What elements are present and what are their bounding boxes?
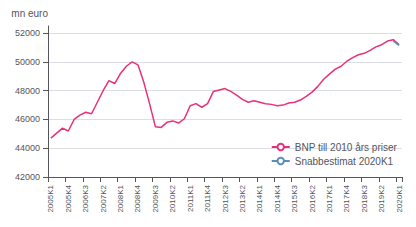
svg-text:44000: 44000 [15, 143, 40, 153]
svg-text:50000: 50000 [15, 57, 40, 67]
svg-text:2017K4: 2017K4 [342, 184, 351, 212]
svg-text:2007K2: 2007K2 [99, 184, 108, 212]
svg-text:52000: 52000 [15, 28, 40, 38]
svg-text:2017K1: 2017K1 [325, 184, 334, 212]
svg-text:2018K3: 2018K3 [360, 184, 369, 212]
svg-text:2014K1: 2014K1 [255, 184, 264, 212]
svg-text:2015K3: 2015K3 [290, 184, 299, 212]
svg-text:Snabbestimat 2020K1: Snabbestimat 2020K1 [295, 156, 394, 167]
svg-text:2012K3: 2012K3 [221, 184, 230, 212]
svg-text:2019K2: 2019K2 [377, 184, 386, 212]
svg-text:2005K4: 2005K4 [64, 184, 73, 212]
svg-text:2013K2: 2013K2 [238, 184, 247, 212]
svg-text:46000: 46000 [15, 114, 40, 124]
svg-text:48000: 48000 [15, 86, 40, 96]
svg-text:42000: 42000 [15, 172, 40, 182]
svg-text:2011K1: 2011K1 [186, 184, 195, 212]
svg-text:BNP till 2010 års priser: BNP till 2010 års priser [295, 142, 398, 153]
svg-text:2008K4: 2008K4 [133, 184, 142, 212]
svg-text:2010K2: 2010K2 [168, 184, 177, 212]
svg-text:mn euro: mn euro [11, 8, 48, 19]
svg-text:2008K1: 2008K1 [116, 184, 125, 212]
svg-text:2006K3: 2006K3 [81, 184, 90, 212]
svg-text:2011K4: 2011K4 [203, 184, 212, 212]
svg-text:2020K1: 2020K1 [395, 184, 404, 212]
svg-text:2009K3: 2009K3 [151, 184, 160, 212]
svg-text:2005K1: 2005K1 [46, 184, 55, 212]
svg-text:2016K2: 2016K2 [308, 184, 317, 212]
svg-text:2014K4: 2014K4 [273, 184, 282, 212]
